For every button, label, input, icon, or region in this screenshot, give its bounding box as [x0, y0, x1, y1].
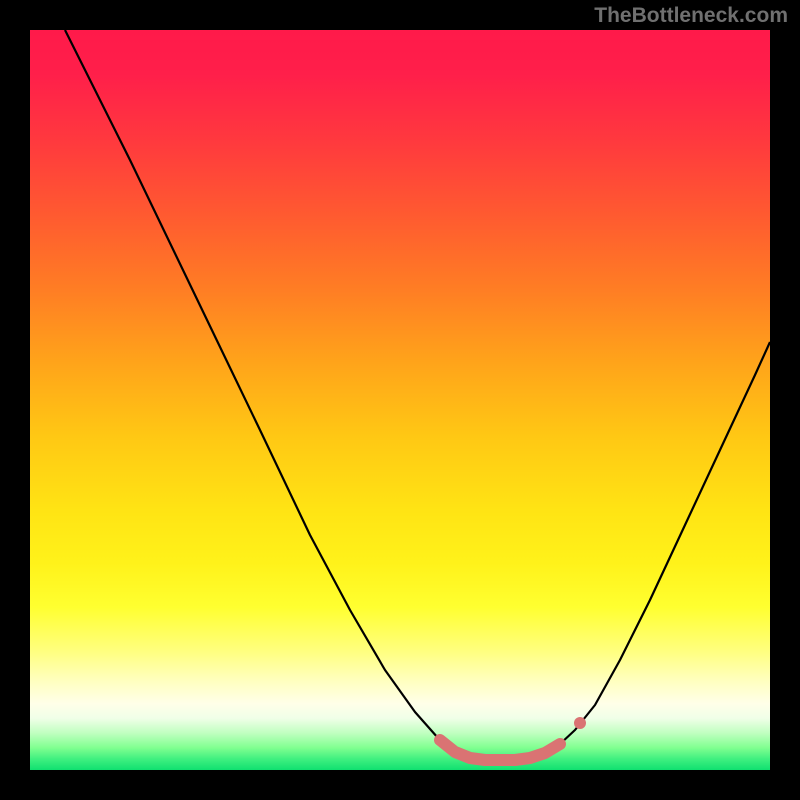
border-right — [770, 0, 800, 800]
border-bottom — [0, 770, 800, 800]
plot-background — [30, 30, 770, 770]
optimal-zone-end-marker — [574, 717, 586, 729]
chart-container: TheBottleneck.com — [0, 0, 800, 800]
bottleneck-chart — [0, 0, 800, 800]
border-left — [0, 0, 30, 800]
watermark-text: TheBottleneck.com — [594, 4, 788, 28]
